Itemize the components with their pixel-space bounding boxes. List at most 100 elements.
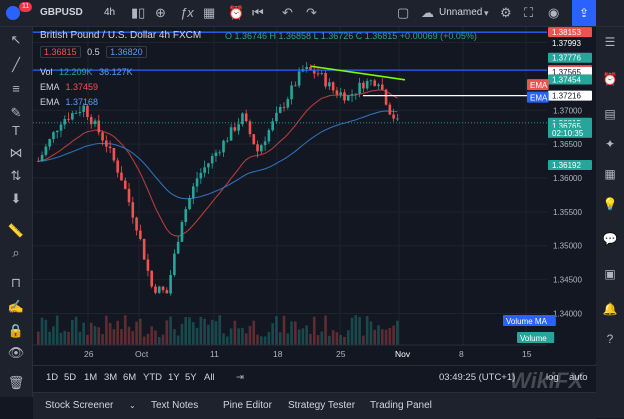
range-3m[interactable]: 3M — [104, 372, 118, 383]
time-axis[interactable]: 26 Oct 11 18 25 Nov 8 15 — [33, 344, 547, 359]
range-ytd[interactable]: YTD — [143, 372, 162, 383]
candle — [222, 140, 225, 153]
alerts-icon[interactable]: ⏰ — [602, 72, 618, 86]
notifications-icon[interactable]: 🔔 — [602, 302, 618, 316]
range-1m[interactable]: 1M — [84, 372, 98, 383]
magnet-icon[interactable]: ⊓ — [10, 275, 22, 290]
tab-pine-editor[interactable]: Pine Editor — [223, 400, 272, 411]
goto-date-icon[interactable]: ⇥ — [236, 372, 244, 383]
range-all[interactable]: All — [204, 372, 215, 383]
volume-bar — [180, 323, 184, 345]
menu-icon[interactable] — [6, 0, 20, 26]
trash-icon[interactable]: 🗑 — [7, 375, 25, 390]
volume-bar — [40, 317, 44, 345]
symbol-search[interactable]: GBPUSD — [40, 7, 83, 18]
ideas-icon[interactable]: 💡 — [602, 197, 618, 211]
layout-icon[interactable]: ▢ — [397, 5, 410, 20]
volume-bar — [191, 322, 195, 345]
volume-ma-value: 36.127K — [99, 67, 133, 77]
volume-bar — [89, 322, 93, 345]
candle — [123, 180, 127, 189]
volume-bar — [362, 335, 365, 345]
watchlist-icon[interactable]: ☰ — [604, 35, 616, 49]
clock[interactable]: 03:49:25 (UTC+1) — [439, 372, 516, 383]
trend-line-icon[interactable]: ╱ — [12, 57, 20, 72]
overlay-label: EMA — [530, 94, 548, 103]
log-toggle[interactable]: log — [546, 372, 559, 383]
bid-button[interactable]: 1.36815 — [40, 46, 81, 58]
candle — [290, 85, 293, 100]
hotlists-icon[interactable]: ✦ — [604, 137, 616, 151]
price-chart[interactable]: 1.381531.379931.377761.375931.375651.380… — [33, 27, 596, 364]
volume-bar — [123, 315, 127, 345]
fullscreen-icon[interactable]: ⛶ — [524, 5, 534, 20]
tab-strategy-tester[interactable]: Strategy Tester — [288, 400, 356, 411]
auto-toggle[interactable]: auto — [569, 372, 588, 383]
settings-icon[interactable]: ⚙ — [500, 5, 512, 20]
camera-icon[interactable]: ◉ — [548, 5, 560, 20]
chevron-down-icon[interactable]: ▾ — [484, 8, 489, 18]
publish-button[interactable]: ⇪ — [572, 0, 596, 26]
candle — [350, 94, 354, 96]
volume-bar — [301, 328, 305, 345]
compare-icon[interactable]: ⊕ — [155, 5, 166, 20]
range-5d[interactable]: 5D — [64, 372, 77, 383]
text-tool-icon[interactable]: T — [12, 123, 20, 138]
lock-icon[interactable]: 🔒 — [7, 323, 25, 338]
ask-button[interactable]: 1.36820 — [106, 46, 147, 58]
volume-bar — [350, 317, 354, 345]
help-icon[interactable]: ? — [606, 332, 614, 346]
range-6m[interactable]: 6M — [123, 372, 137, 383]
cursor-icon[interactable]: ↖ — [10, 32, 22, 47]
volume-bar — [354, 315, 358, 345]
lock-drawings-icon[interactable]: ✍ — [7, 299, 25, 314]
templates-icon[interactable]: ▦ — [203, 5, 216, 20]
tab-trading-panel[interactable]: Trading Panel — [370, 400, 432, 411]
volume-bar — [335, 332, 339, 345]
data-window-icon[interactable]: ▤ — [604, 107, 616, 121]
candle — [233, 127, 237, 131]
prediction-icon[interactable]: ⇅ — [10, 168, 22, 183]
arrow-down-icon[interactable]: ⬇ — [10, 191, 22, 206]
volume-bar — [184, 317, 188, 345]
zoom-icon[interactable]: ⌕ — [12, 245, 20, 260]
price-scale-label: 1.36500 — [553, 140, 582, 149]
trendline[interactable] — [310, 65, 406, 81]
volume-bar — [67, 331, 70, 345]
tab-stock-screener[interactable]: Stock Screener — [45, 400, 114, 411]
candle — [335, 90, 339, 95]
candle — [154, 286, 157, 293]
layout-name[interactable]: Unnamed — [439, 7, 483, 18]
redo-icon[interactable]: ↷ — [306, 5, 317, 20]
candle — [48, 139, 51, 147]
pattern-icon[interactable]: ⋈ — [9, 145, 23, 160]
candle — [195, 178, 199, 187]
streams-icon[interactable]: ▣ — [604, 267, 616, 281]
volume-bar — [392, 325, 395, 345]
candle — [120, 172, 123, 181]
interval-selector[interactable]: 4h — [104, 7, 116, 18]
tab-text-notes[interactable]: Text Notes — [151, 400, 199, 411]
price-tag — [548, 27, 592, 38]
volume-bar — [286, 333, 290, 345]
candle — [369, 80, 373, 82]
range-5y[interactable]: 5Y — [185, 372, 197, 383]
calendar-icon[interactable]: ▦ — [604, 167, 616, 181]
replay-icon[interactable]: ⏮ — [252, 5, 264, 20]
undo-icon[interactable]: ↶ — [282, 5, 293, 20]
brush-icon[interactable]: ✎ — [10, 105, 22, 120]
chat-icon[interactable]: 💬 — [602, 232, 618, 246]
candles-icon[interactable]: ▮▯ — [131, 5, 146, 20]
fib-icon[interactable]: ≡ — [12, 81, 20, 96]
range-1d[interactable]: 1D — [46, 372, 59, 383]
horizontal-lines[interactable] — [33, 31, 547, 124]
chevron-down-icon[interactable]: ⌄ — [129, 401, 136, 410]
volume-bar — [267, 331, 271, 345]
alert-icon[interactable]: ⏰ — [228, 5, 245, 20]
candle — [396, 118, 399, 120]
price-tag — [548, 38, 592, 49]
indicators-icon[interactable]: ƒx — [180, 5, 194, 20]
ruler-icon[interactable]: 📏 — [7, 223, 25, 238]
range-1y[interactable]: 1Y — [168, 372, 180, 383]
eye-icon[interactable]: 👁 — [7, 345, 25, 360]
